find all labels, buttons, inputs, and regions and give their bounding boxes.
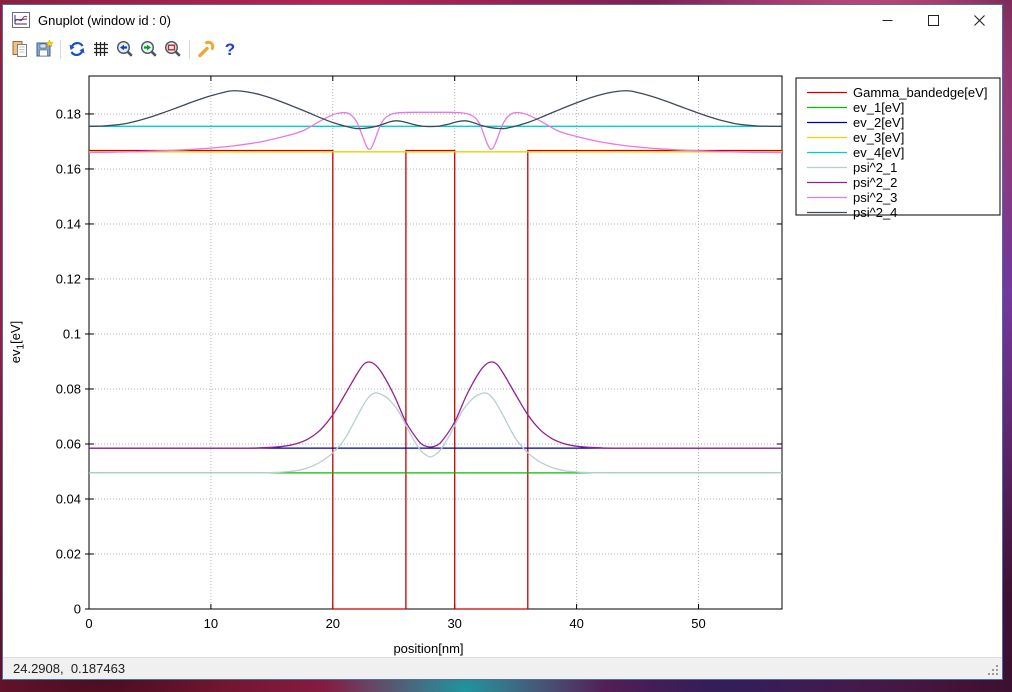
- legend-label: psi^2_3: [853, 190, 897, 205]
- help-button[interactable]: ?: [218, 37, 242, 61]
- save-icon: [34, 39, 54, 59]
- zoom-next-icon: [139, 39, 159, 59]
- x-tick-label: 50: [691, 616, 705, 631]
- svg-text:?: ?: [225, 40, 235, 59]
- y-tick-label: 0.16: [56, 161, 81, 176]
- gnuplot-logo-icon: [12, 12, 30, 28]
- legend-label: psi^2_1: [853, 160, 897, 175]
- resize-grip-icon[interactable]: [987, 664, 999, 676]
- unzoom-icon: [163, 39, 183, 59]
- mouse-coordinates: 24.2908, 0.187463: [13, 661, 125, 676]
- x-tick-label: 20: [326, 616, 340, 631]
- plot-canvas-svg[interactable]: 0 10 20 30 40 50 0 0.02 0.04 0.06 0.08 0.1 0.12 0.14 0…: [3, 63, 1002, 657]
- x-tick-label: 40: [569, 616, 583, 631]
- minimize-icon: [882, 15, 893, 26]
- x-tick-label: 10: [204, 616, 218, 631]
- y-tick-label: 0.1: [63, 326, 81, 341]
- copy-icon: [10, 39, 30, 59]
- minimize-button[interactable]: [864, 5, 910, 35]
- series-psi^2_1: [89, 393, 782, 473]
- legend-label: Gamma_bandedge[eV]: [853, 85, 987, 100]
- maximize-button[interactable]: [910, 5, 956, 35]
- window-title: Gnuplot (window id : 0): [38, 13, 171, 28]
- y-tick-label: 0.14: [56, 216, 81, 231]
- y-tick-label: 0.02: [56, 546, 81, 561]
- plot-canvas[interactable]: 0 10 20 30 40 50 0 0.02 0.04 0.06 0.08 0.1 0.12 0.14 0…: [3, 63, 1002, 657]
- titlebar[interactable]: Gnuplot (window id : 0): [3, 5, 1002, 35]
- next-zoom-button[interactable]: [137, 37, 161, 61]
- x-axis-label: position[nm]: [393, 641, 463, 656]
- legend-label: ev_1[eV]: [853, 100, 904, 115]
- legend-label: psi^2_4: [853, 205, 897, 220]
- window-controls: [864, 5, 1002, 35]
- save-button[interactable]: [32, 37, 56, 61]
- replot-button[interactable]: [65, 37, 89, 61]
- help-icon: ?: [220, 39, 240, 59]
- y-tick-label: 0.18: [56, 106, 81, 121]
- series-psi^2_4: [89, 91, 782, 129]
- statusbar: 24.2908, 0.187463: [3, 657, 1002, 679]
- zoom-previous-icon: [115, 39, 135, 59]
- plot-frame: [89, 76, 782, 609]
- series-psi^2_2: [89, 362, 782, 448]
- x-tick-label: 30: [447, 616, 461, 631]
- toolbar-separator: [189, 40, 190, 59]
- series-Gamma_bandedge[eV]: [89, 151, 782, 610]
- toggle-grid-button[interactable]: [89, 37, 113, 61]
- copy-to-clipboard-button[interactable]: [8, 37, 32, 61]
- y-tick-label: 0.08: [56, 381, 81, 396]
- close-icon: [974, 15, 985, 26]
- y-tick-label: 0: [74, 602, 81, 617]
- y-axis-label: ev1[eV]: [8, 321, 27, 363]
- y-tick-label: 0.06: [56, 436, 81, 451]
- series-psi^2_3: [89, 112, 782, 152]
- legend-label: ev_2[eV]: [853, 115, 904, 130]
- legend-label: ev_3[eV]: [853, 130, 904, 145]
- y-tick-label: 0.04: [56, 491, 81, 506]
- close-button[interactable]: [956, 5, 1002, 35]
- gnuplot-window: Gnuplot (window id : 0): [2, 4, 1003, 680]
- legend-label: ev_4[eV]: [853, 145, 904, 160]
- options-button[interactable]: [194, 37, 218, 61]
- maximize-icon: [928, 15, 939, 26]
- legend-label: psi^2_2: [853, 175, 897, 190]
- unzoom-button[interactable]: [161, 37, 185, 61]
- y-tick-label: 0.12: [56, 271, 81, 286]
- toolbar: ?: [3, 35, 1002, 64]
- wrench-icon: [196, 39, 216, 59]
- refresh-icon: [67, 39, 87, 59]
- x-tick-label: 0: [85, 616, 92, 631]
- previous-zoom-button[interactable]: [113, 37, 137, 61]
- toolbar-separator: [60, 40, 61, 59]
- grid-icon: [91, 39, 111, 59]
